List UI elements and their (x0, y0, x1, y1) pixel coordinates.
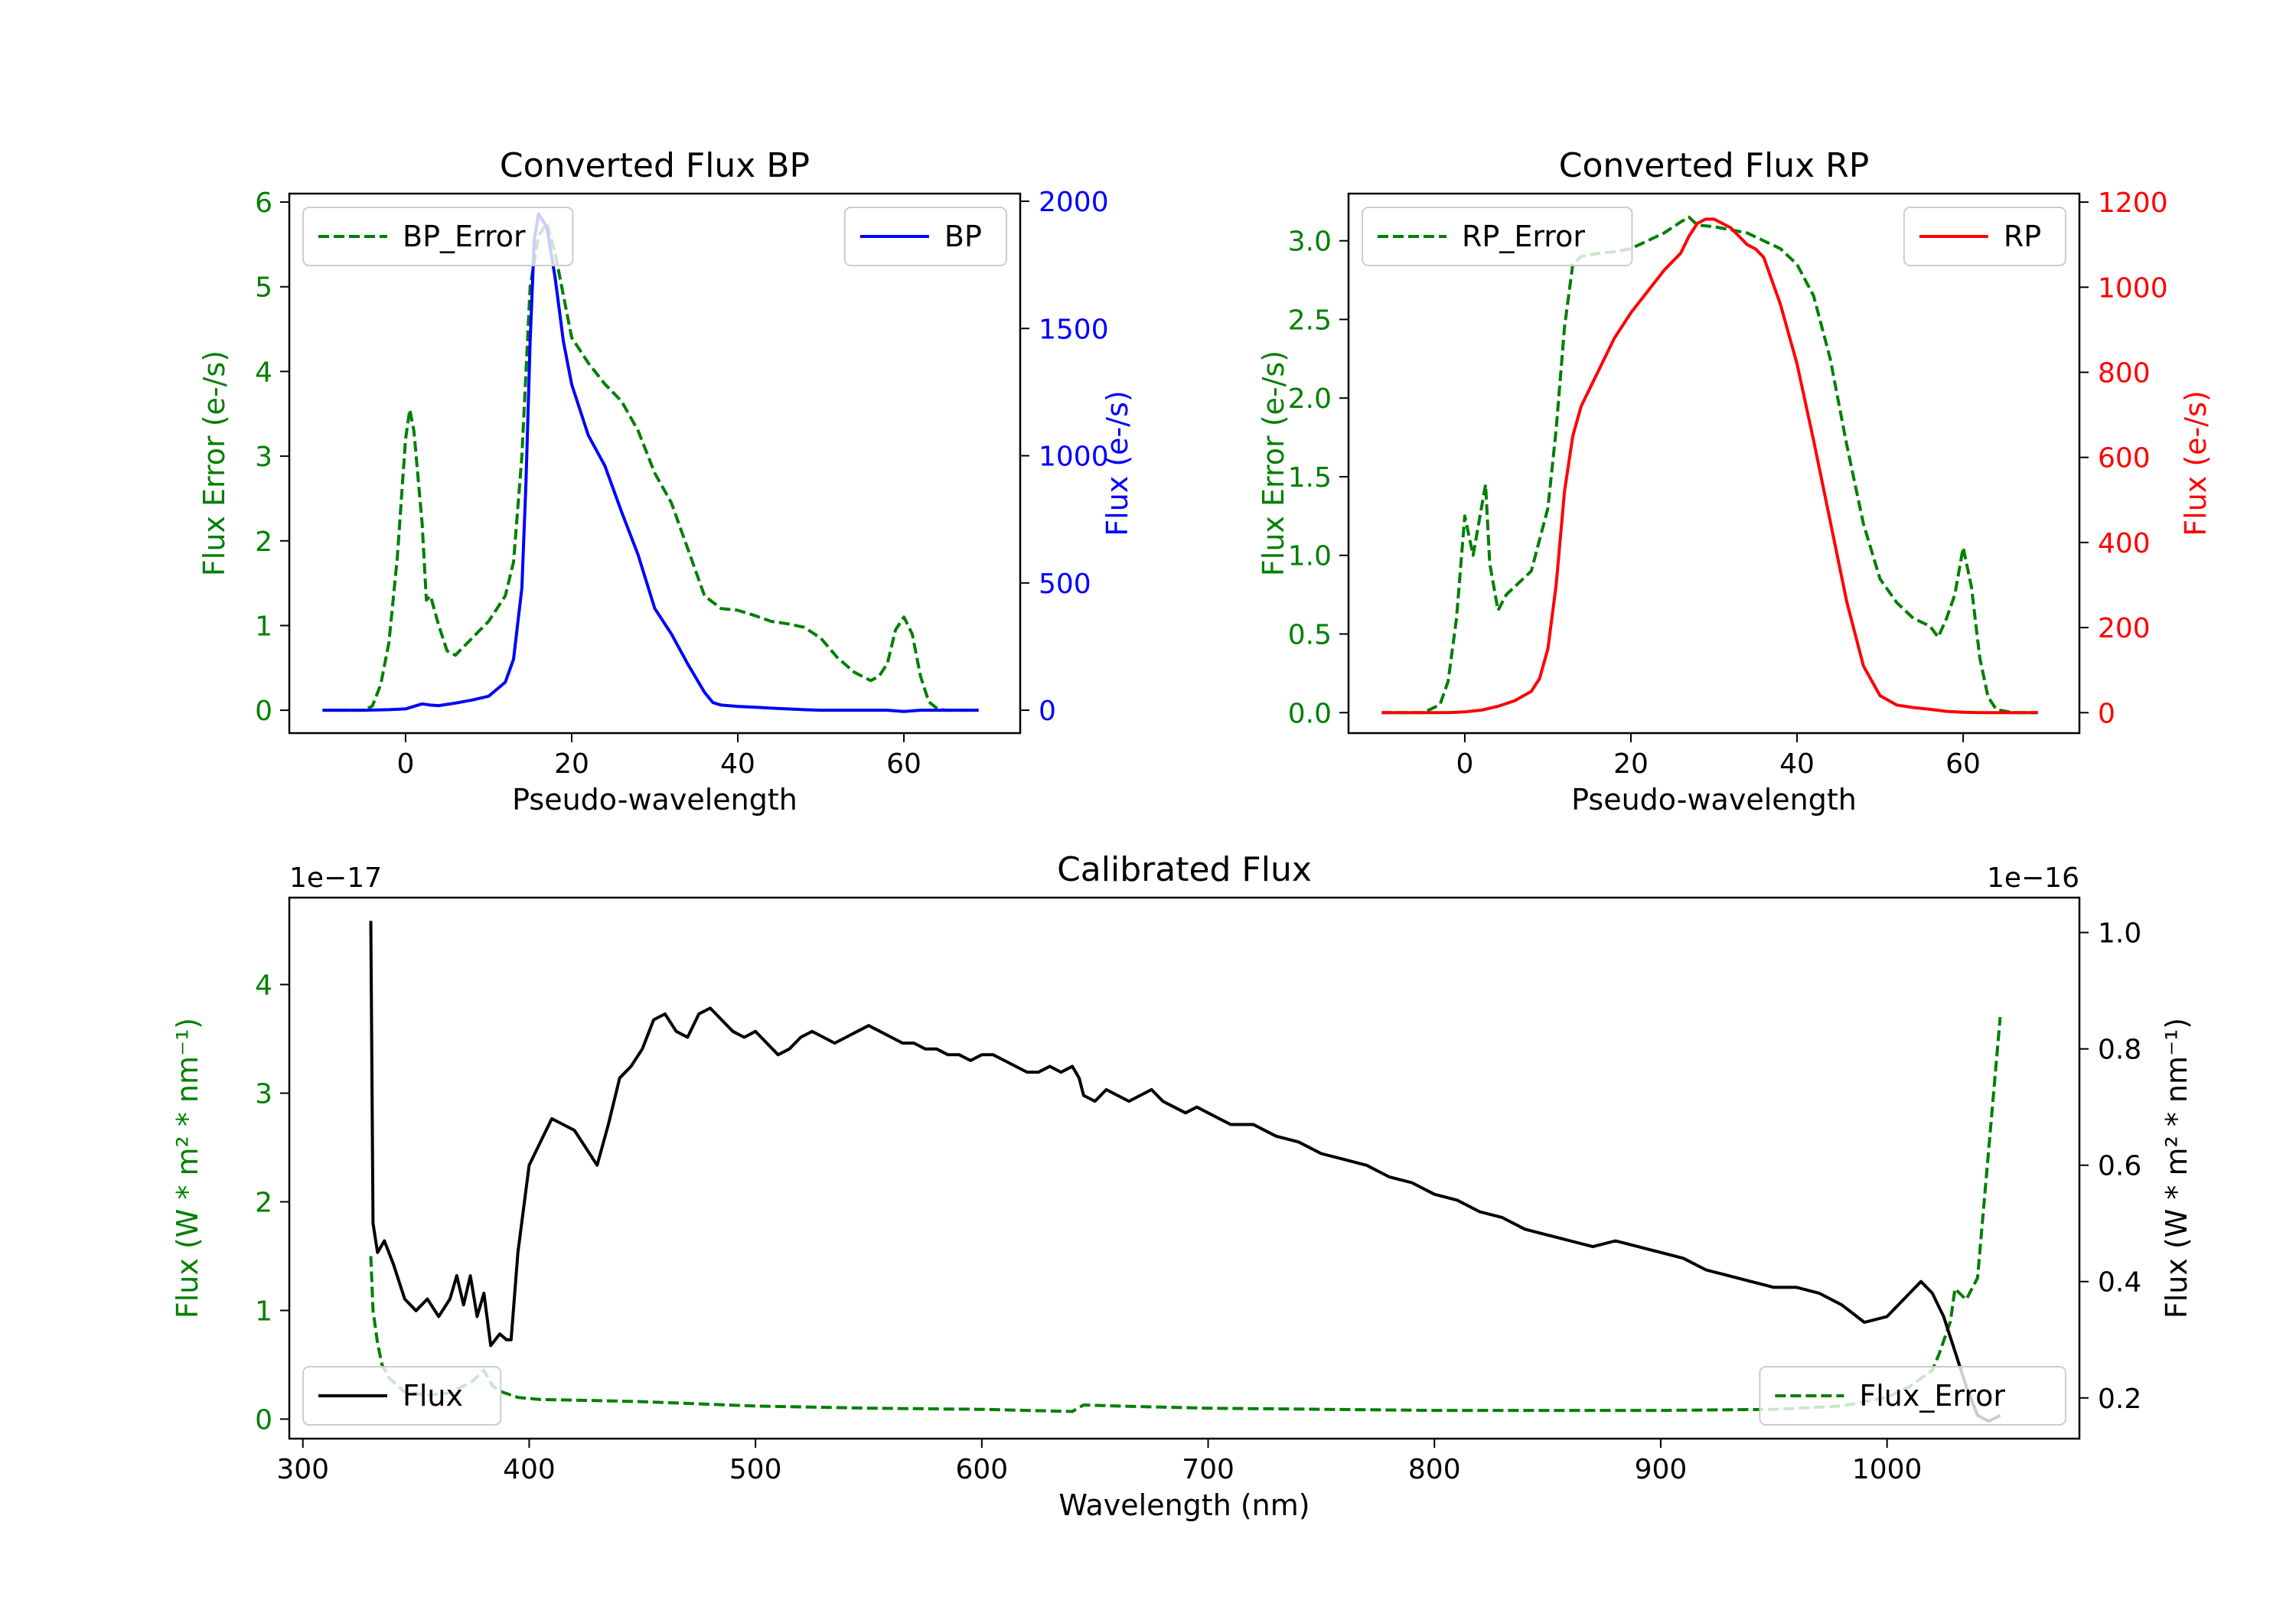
bp-y-right-tick-label: 2000 (1039, 187, 1109, 218)
legend-label: RP (2004, 220, 2041, 253)
calibrated-plot-frame (288, 896, 2081, 1440)
rp-y-left-tick-label: 1.5 (1288, 462, 1332, 494)
calibrated-y-left-tick-label: 0 (255, 1404, 272, 1436)
bp-series-bp-error (322, 221, 979, 712)
rp-chart-title: Converted Flux RP (1559, 146, 1870, 185)
calibrated-offset-right: 1e−16 (1987, 862, 2079, 894)
calibrated-x-tick-label: 900 (1635, 1454, 1688, 1485)
bp-x-tick-label: 0 (396, 748, 414, 780)
calibrated-y-left-tick-label: 1 (255, 1296, 272, 1327)
calibrated-y-right-tick-label: 1.0 (2098, 918, 2141, 950)
rp-x-tick-label: 0 (1456, 748, 1473, 780)
rp-y-left-tick-label: 0.0 (1288, 698, 1332, 729)
rp-x-axis-label: Pseudo-wavelength (1571, 783, 1857, 817)
calibrated-chart-title: Calibrated Flux (1057, 850, 1312, 889)
rp-y-left-tick-label: 0.5 (1288, 620, 1332, 651)
bp-legend-bp-error: BP_Error (302, 207, 574, 266)
rp-y-right-tick-label: 400 (2098, 528, 2151, 559)
calibrated-y-left-tick-label: 4 (255, 970, 272, 1002)
bp-y-left-tick-label: 4 (255, 357, 272, 388)
bp-legend-bp: BP (843, 207, 1007, 266)
calibrated-chart-panel: 300 400 500 600 700 800 900 1000 0 1 2 3 4 0.2 0.4 0.6 0… (171, 850, 2193, 1522)
bp-chart-panel: 0 20 40 6001234560500100015002000Converted … (197, 146, 1134, 817)
legend-label: BP (944, 220, 982, 253)
bp-y-left-tick-label: 2 (255, 526, 272, 558)
legend-box (1759, 1366, 2066, 1426)
rp-y-right-tick-label: 600 (2098, 443, 2151, 474)
rp-legend-rp: RP (1903, 207, 2066, 266)
bp-x-tick-label: 20 (554, 748, 589, 780)
calibrated-y-right-tick-label: 0.4 (2098, 1267, 2141, 1299)
calibrated-y-left-tick-label: 3 (255, 1079, 272, 1110)
calibrated-y-left-tick-label: 2 (255, 1188, 272, 1219)
calibrated-x-tick-label: 300 (276, 1454, 329, 1485)
rp-y-left-tick-label: 2.0 (1288, 383, 1332, 415)
calibrated-y-left-axis-label: Flux (W * m² * nm⁻¹) (171, 1018, 204, 1319)
rp-legend-rp-error: RP_Error (1362, 207, 1633, 266)
bp-plot-frame (288, 192, 1022, 735)
legend-box (1362, 207, 1633, 266)
bp-y-right-tick-label: 1500 (1039, 314, 1109, 345)
bp-x-tick-label: 40 (720, 748, 755, 780)
bp-y-left-tick-label: 3 (255, 442, 272, 473)
calibrated-x-tick-label: 800 (1408, 1454, 1461, 1485)
calibrated-x-tick-label: 1000 (1852, 1454, 1923, 1485)
rp-y-right-axis-label: Flux (e-/s) (2179, 390, 2213, 536)
calibrated-y-right-tick-label: 0.2 (2098, 1384, 2141, 1415)
bp-y-left-tick-label: 5 (255, 272, 272, 304)
rp-series-rp (1381, 217, 2038, 715)
rp-y-right-tick-label: 800 (2098, 358, 2151, 390)
calibrated-x-tick-label: 700 (1182, 1454, 1234, 1485)
bp-y-left-tick-label: 1 (255, 611, 272, 642)
bp-x-tick-label: 60 (886, 748, 921, 780)
bp-y-right-tick-label: 0 (1039, 696, 1056, 727)
calibrated-y-right-axis-label: Flux (W * m² * nm⁻¹) (2160, 1018, 2193, 1319)
calibrated-y-right-tick-label: 0.6 (2098, 1151, 2141, 1182)
calibrated-legend-flux-error: Flux_Error (1759, 1366, 2066, 1426)
rp-y-left-tick-label: 1.0 (1288, 541, 1332, 572)
rp-y-right-tick-label: 0 (2098, 698, 2115, 729)
rp-y-left-tick-label: 3.0 (1288, 227, 1332, 258)
legend-label: Flux_Error (1859, 1379, 2005, 1413)
calibrated-x-tick-label: 600 (955, 1454, 1008, 1485)
calibrated-y-right-tick-label: 0.8 (2098, 1035, 2141, 1066)
rp-y-left-tick-label: 2.5 (1288, 305, 1332, 336)
rp-y-right-tick-label: 1200 (2098, 187, 2168, 219)
legend-label: BP_Error (403, 220, 526, 253)
rp-y-right-tick-label: 1000 (2098, 272, 2168, 304)
bp-y-right-tick-label: 500 (1039, 569, 1091, 600)
bp-y-right-tick-label: 1000 (1039, 442, 1109, 473)
bp-y-left-tick-label: 0 (255, 696, 272, 727)
rp-plot-frame (1347, 192, 2081, 735)
bp-y-right-axis-label: Flux (e-/s) (1101, 390, 1134, 536)
legend-label: RP_Error (1462, 220, 1585, 253)
legend-label: Flux (403, 1379, 463, 1413)
bp-series-bp (322, 212, 979, 713)
legend-box (302, 207, 574, 266)
calibrated-series-flux (369, 921, 2001, 1423)
bp-y-left-tick-label: 6 (255, 187, 272, 219)
legend-box (302, 1366, 502, 1426)
rp-series-rp-error (1381, 215, 2038, 715)
rp-y-right-tick-label: 200 (2098, 613, 2151, 644)
rp-x-tick-label: 40 (1779, 748, 1815, 780)
bp-y-left-axis-label: Flux Error (e-/s) (197, 350, 231, 576)
bp-chart-title: Converted Flux BP (500, 146, 810, 185)
rp-x-tick-label: 20 (1613, 748, 1649, 780)
rp-y-left-axis-label: Flux Error (e-/s) (1257, 350, 1290, 576)
calibrated-x-tick-label: 400 (503, 1454, 556, 1485)
calibrated-x-axis-label: Wavelength (nm) (1058, 1488, 1309, 1522)
rp-x-tick-label: 60 (1945, 748, 1981, 780)
bp-x-axis-label: Pseudo-wavelength (512, 783, 797, 817)
calibrated-offset-left: 1e−17 (289, 862, 382, 894)
calibrated-x-tick-label: 500 (729, 1454, 782, 1485)
rp-chart-panel: 0 20 40 60 0.0 0.5 1.0 1.5 2.0 2.5 3.0 0 200 400 600 80… (1257, 146, 2213, 817)
calibrated-legend-flux: Flux (302, 1366, 502, 1426)
